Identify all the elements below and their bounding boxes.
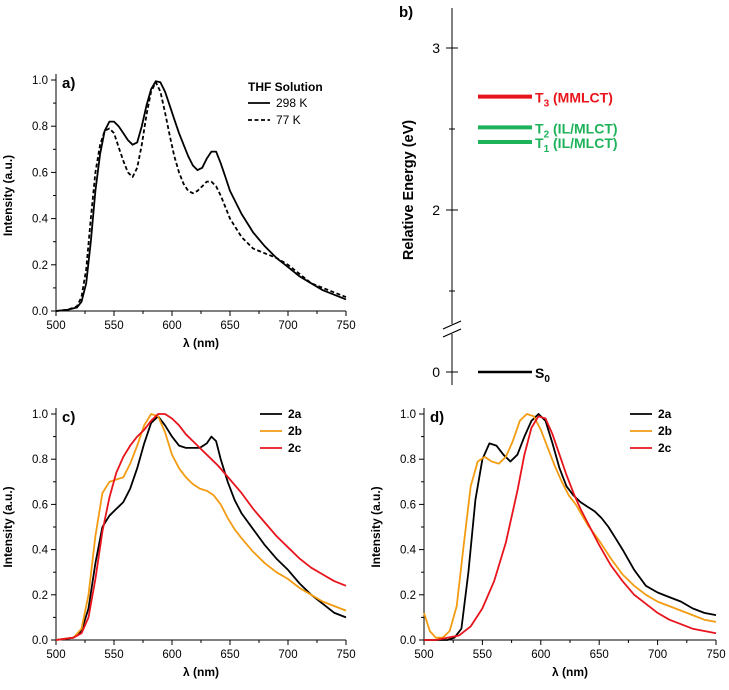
x-tick-label-c: 550 bbox=[104, 649, 123, 661]
x-tick-label-c: 750 bbox=[336, 649, 355, 661]
y-tick-label-d: 0.6 bbox=[400, 499, 416, 511]
x-axis-title-d: λ (nm) bbox=[552, 665, 588, 679]
x-axis-title-c: λ (nm) bbox=[183, 665, 219, 679]
level-description: (IL/MLCT) bbox=[549, 120, 617, 136]
level-subscript: 1 bbox=[544, 144, 550, 155]
x-tick-label-d: 550 bbox=[473, 649, 492, 661]
x-tick-label-a: 700 bbox=[278, 320, 297, 332]
energy-level-label-T3: T3 (MMLCT) bbox=[535, 90, 613, 110]
energy-axis-title: Relative Energy (eV) bbox=[401, 120, 417, 260]
x-tick-label-a: 650 bbox=[220, 320, 239, 332]
legend-c: 2a 2b 2c bbox=[260, 407, 302, 455]
y-tick-label-c: 0.8 bbox=[32, 454, 48, 466]
energy-level-label-T1: T1 (IL/MLCT) bbox=[535, 135, 618, 155]
energy-level-label-T2: T2 (IL/MLCT) bbox=[535, 120, 618, 140]
level-symbol: T bbox=[535, 90, 544, 106]
energy-tick-label: 3 bbox=[432, 40, 440, 56]
y-tick-label-d: 0.2 bbox=[400, 590, 416, 602]
x-tick-label-a: 500 bbox=[46, 320, 65, 332]
y-tick-label-d: 0.0 bbox=[400, 635, 416, 647]
x-tick-label-a: 550 bbox=[104, 320, 123, 332]
energy-level-label-S0: S0 bbox=[535, 365, 550, 385]
energy-tick-label: 2 bbox=[432, 202, 440, 218]
x-axis-title-a: λ (nm) bbox=[183, 336, 219, 350]
series-line-a-298-K bbox=[55, 80, 347, 312]
x-tick-label-a: 600 bbox=[162, 320, 181, 332]
level-symbol: T bbox=[535, 135, 544, 151]
legend-label-d: 2b bbox=[658, 424, 672, 438]
panel-label-d: d) bbox=[430, 409, 444, 426]
x-tick-label-c: 650 bbox=[220, 649, 239, 661]
x-tick-label-c: 700 bbox=[278, 649, 297, 661]
y-tick-label-c: 0.6 bbox=[32, 499, 48, 511]
x-tick-label-a: 750 bbox=[336, 320, 355, 332]
y-axis-title-c: Intensity (a.u.) bbox=[1, 486, 15, 567]
series-line-d-2b bbox=[423, 413, 717, 639]
x-tick-label-d: 600 bbox=[531, 649, 550, 661]
y-tick-label-d: 0.8 bbox=[400, 454, 416, 466]
y-tick-label-c: 1.0 bbox=[32, 409, 48, 421]
x-tick-label-c: 500 bbox=[46, 649, 65, 661]
legend-label-d: 2c bbox=[658, 441, 672, 455]
series-line-a-77-K bbox=[55, 81, 347, 312]
legend-title-a: THF Solution bbox=[248, 80, 323, 94]
level-symbol: T bbox=[535, 120, 544, 136]
legend-a: THF Solution 298 K 77 K bbox=[248, 80, 323, 127]
legend-label-c: 2c bbox=[288, 441, 302, 455]
level-symbol: S bbox=[535, 365, 544, 381]
panel-label-c: c) bbox=[62, 409, 75, 426]
series-line-d-2a bbox=[424, 413, 717, 641]
panel-a: 500 550 600 650 700 750 0.0 0.2 0.4 0.6 0.8 1.0 λ (n… bbox=[1, 74, 356, 350]
y-tick-label-a: 0.4 bbox=[32, 214, 49, 226]
panel-c: 500 550 600 650 700 750 0.0 0.2 0.4 0.6 0.8 1.0 λ (n… bbox=[1, 407, 356, 679]
axis-break-mark bbox=[442, 328, 462, 338]
level-subscript: 0 bbox=[544, 374, 550, 385]
y-tick-label-c: 0.4 bbox=[32, 545, 49, 557]
y-tick-label-a: 0.2 bbox=[32, 260, 48, 272]
y-tick-label-d: 0.4 bbox=[400, 545, 417, 557]
series-line-c-2b bbox=[55, 413, 347, 641]
x-tick-label-c: 600 bbox=[162, 649, 181, 661]
series-line-c-2c bbox=[55, 413, 347, 641]
series-line-d-2c bbox=[424, 415, 717, 641]
x-tick-label-d: 500 bbox=[414, 649, 433, 661]
x-tick-label-d: 750 bbox=[706, 649, 725, 661]
y-tick-label-a: 0.6 bbox=[32, 167, 48, 179]
legend-label-c: 2a bbox=[288, 407, 302, 421]
y-tick-label-a: 0.8 bbox=[32, 121, 48, 133]
y-axis-title-d: Intensity (a.u.) bbox=[369, 486, 383, 567]
panel-d: 500 550 600 650 700 750 0.0 0.2 0.4 0.6 0.8 1.0 λ (n… bbox=[369, 407, 726, 679]
legend-label-a: 77 K bbox=[276, 113, 301, 127]
y-tick-label-a: 0.0 bbox=[32, 306, 48, 318]
energy-tick-label-zero: 0 bbox=[432, 364, 440, 380]
legend-label-d: 2a bbox=[658, 407, 672, 421]
panel-label-a: a) bbox=[62, 75, 75, 92]
level-description: (IL/MLCT) bbox=[549, 135, 617, 151]
level-subscript: 3 bbox=[544, 99, 550, 110]
level-subscript: 2 bbox=[544, 129, 550, 140]
x-tick-label-d: 700 bbox=[648, 649, 667, 661]
axis-break-mark bbox=[442, 320, 462, 330]
y-tick-label-a: 1.0 bbox=[32, 75, 48, 87]
series-line-c-2a bbox=[55, 415, 347, 641]
legend-label-a: 298 K bbox=[276, 96, 307, 110]
y-axis-title-a: Intensity (a.u.) bbox=[1, 155, 15, 236]
legend-d: 2a 2b 2c bbox=[630, 407, 672, 455]
y-tick-label-c: 0.2 bbox=[32, 590, 48, 602]
y-tick-label-c: 0.0 bbox=[32, 635, 48, 647]
legend-label-c: 2b bbox=[288, 424, 302, 438]
panel-label-b: b) bbox=[399, 4, 413, 21]
x-tick-label-d: 650 bbox=[590, 649, 609, 661]
y-tick-label-d: 1.0 bbox=[400, 409, 416, 421]
level-description: (MMLCT) bbox=[549, 90, 613, 106]
